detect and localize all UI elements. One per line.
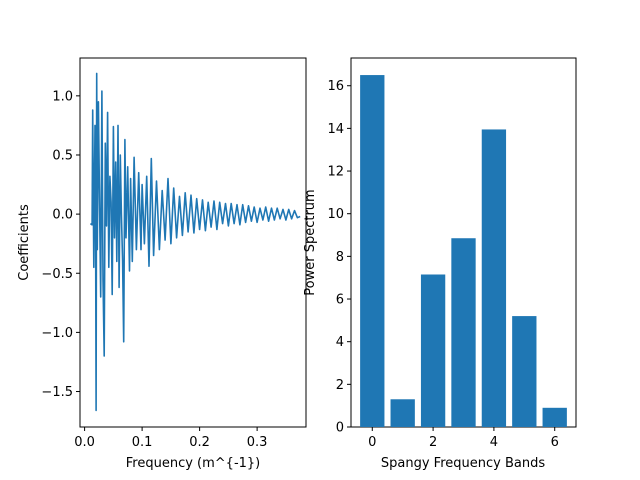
coefficients-x-tick-label: 0.1 <box>132 435 153 450</box>
power-spectrum-y-tick-label: 4 <box>336 335 344 350</box>
power-spectrum-bar <box>481 129 507 428</box>
power-spectrum-y-tick-label: 12 <box>327 165 344 180</box>
coefficients-y-axis-label: Coefficients <box>17 204 32 281</box>
power-spectrum-y-axis-label: Power Spectrum <box>303 189 318 295</box>
coefficients-plot-frame <box>79 57 307 428</box>
power-spectrum-bar <box>542 407 567 427</box>
power-spectrum-y-tick-label: 0 <box>336 421 344 436</box>
coefficients-line <box>89 72 301 412</box>
power-spectrum-bar <box>420 274 446 427</box>
coefficients-y-tick-label: −1.0 <box>41 326 73 341</box>
coefficients-y-tick-label: 0.5 <box>52 148 73 163</box>
power-spectrum-x-axis-label: Spangy Frequency Bands <box>381 456 545 471</box>
power-spectrum-bar <box>360 75 385 427</box>
power-spectrum-x-tick-label: 0 <box>368 435 376 450</box>
power-spectrum-bar <box>512 316 537 427</box>
power-spectrum-bar <box>390 399 415 427</box>
power-spectrum-x-tick-label: 4 <box>490 435 498 450</box>
power-spectrum-bars <box>360 75 567 428</box>
power-spectrum-y-tick-label: 14 <box>327 122 344 137</box>
coefficients-y-tick-label: 0.0 <box>52 208 73 223</box>
coefficients-x-tick-label: 0.2 <box>189 435 210 450</box>
coefficients-series <box>89 72 301 412</box>
power-spectrum-y-tick-label: 16 <box>327 79 344 94</box>
coefficients-x-ticks: 0.0 0.1 0.2 0.3 <box>74 427 267 450</box>
coefficients-x-tick-label: 0.3 <box>247 435 268 450</box>
power-spectrum-y-ticks: 0 2 4 6 8 10 12 14 16 <box>327 79 351 436</box>
coefficients-y-tick-label: −0.5 <box>41 267 73 282</box>
power-spectrum-y-tick-label: 8 <box>336 250 344 265</box>
coefficients-x-axis-label: Frequency (m^{-1}) <box>126 456 261 471</box>
power-spectrum-x-ticks: 0 2 4 6 <box>368 427 559 450</box>
coefficients-y-tick-label: −1.5 <box>41 385 73 400</box>
coefficients-y-tick-label: 1.0 <box>52 89 73 104</box>
power-spectrum-bar <box>451 238 476 427</box>
power-spectrum-y-tick-label: 6 <box>336 293 344 308</box>
power-spectrum-x-tick-label: 6 <box>551 435 559 450</box>
power-spectrum-x-tick-label: 2 <box>429 435 437 450</box>
coefficients-y-ticks: −1.5 −1.0 −0.5 0.0 0.5 1.0 <box>41 89 80 400</box>
coefficients-x-tick-label: 0.0 <box>74 435 95 450</box>
power-spectrum-y-tick-label: 2 <box>336 378 344 393</box>
coefficients-plot: −1.5 −1.0 −0.5 0.0 0.5 1.0 0.0 0.1 0.2 0.3 Frequ… <box>17 57 307 471</box>
power-spectrum-plot: 0 2 4 6 8 10 12 14 16 0 2 4 6 Spangy Frequency Band… <box>303 57 577 471</box>
power-spectrum-y-tick-label: 10 <box>327 207 344 222</box>
